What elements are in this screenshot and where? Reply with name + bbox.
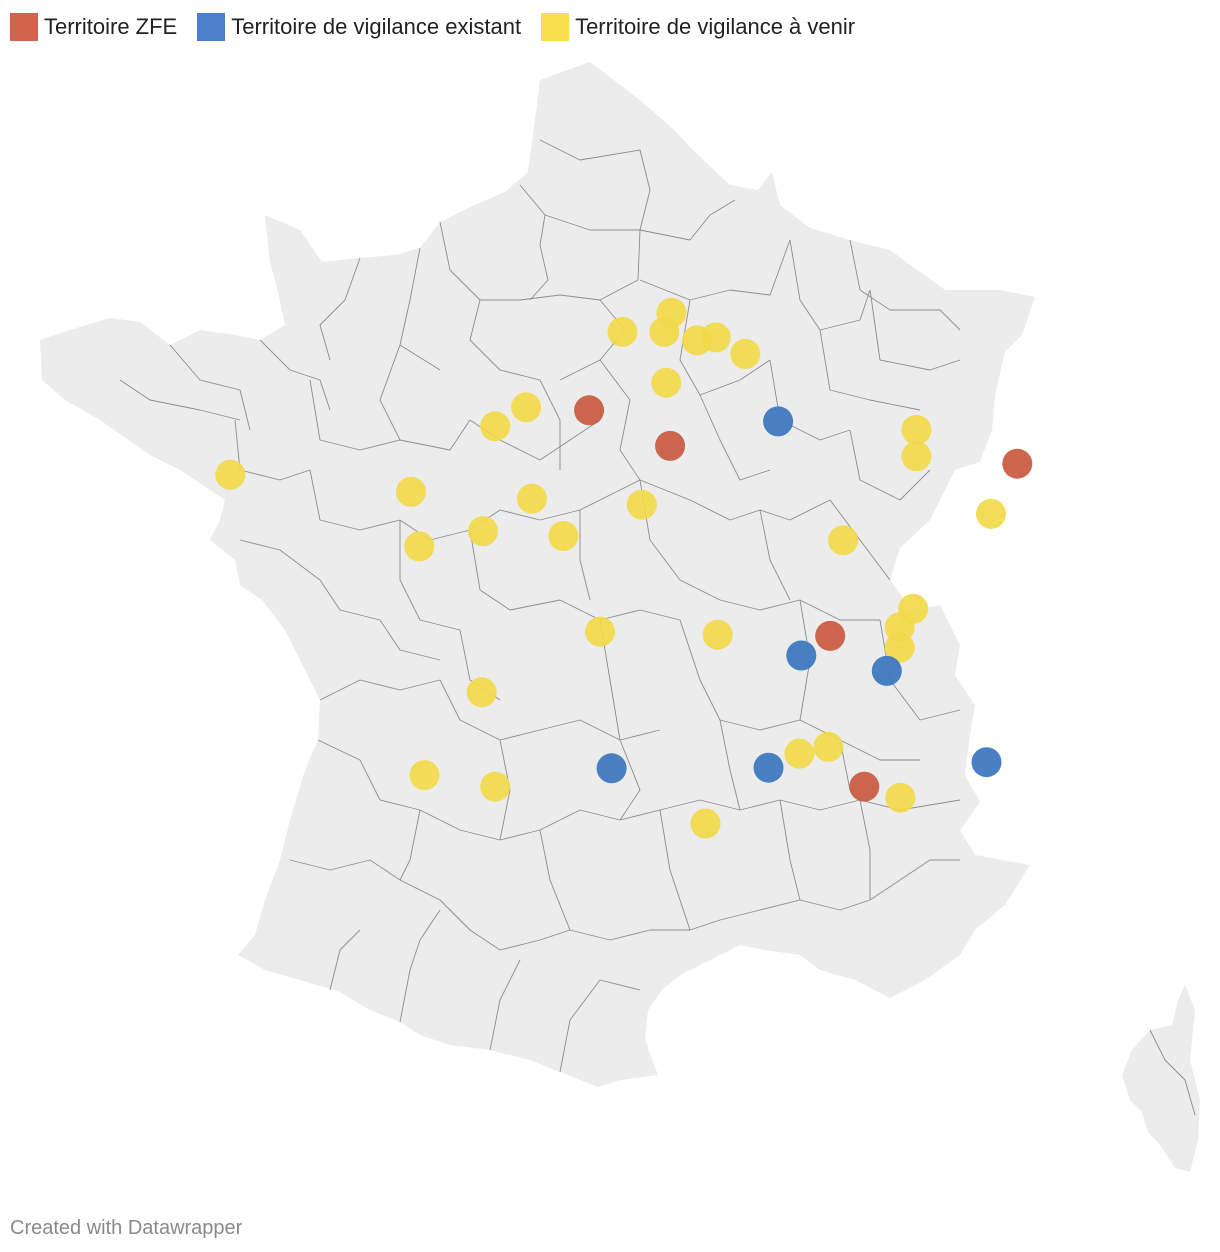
marker-avenir[interactable] xyxy=(511,392,542,423)
marker-avenir[interactable] xyxy=(215,459,246,490)
marker-existant[interactable] xyxy=(786,640,817,671)
legend-item-avenir: Territoire de vigilance à venir xyxy=(541,13,855,41)
marker-existant[interactable] xyxy=(763,406,794,437)
marker-avenir[interactable] xyxy=(649,316,680,347)
marker-zfe[interactable] xyxy=(574,395,605,426)
marker-zfe[interactable] xyxy=(815,620,846,651)
legend-swatch-zfe xyxy=(10,13,38,41)
marker-avenir[interactable] xyxy=(626,489,657,520)
marker-existant[interactable] xyxy=(871,655,902,686)
mainland-france-shape xyxy=(40,62,1035,1087)
corsica-shape xyxy=(1122,985,1200,1172)
legend-label-zfe: Territoire ZFE xyxy=(44,14,178,39)
marker-existant[interactable] xyxy=(753,752,784,783)
footer-credit: Created with Datawrapper xyxy=(10,1217,243,1239)
legend-label-avenir: Territoire de vigilance à venir xyxy=(575,14,856,39)
marker-avenir[interactable] xyxy=(409,760,440,791)
marker-zfe[interactable] xyxy=(1002,448,1033,479)
land-layer xyxy=(40,62,1200,1172)
marker-avenir[interactable] xyxy=(784,738,815,769)
legend-item-zfe: Territoire ZFE xyxy=(10,13,177,41)
marker-avenir[interactable] xyxy=(901,414,932,445)
legend-swatch-existant xyxy=(197,13,226,41)
marker-zfe[interactable] xyxy=(849,771,880,802)
marker-avenir[interactable] xyxy=(976,498,1006,529)
marker-avenir[interactable] xyxy=(516,483,547,514)
marker-avenir[interactable] xyxy=(730,338,761,369)
marker-existant[interactable] xyxy=(971,747,1002,778)
marker-avenir[interactable] xyxy=(700,322,731,353)
marker-avenir[interactable] xyxy=(585,616,615,647)
marker-avenir[interactable] xyxy=(396,476,426,507)
marker-avenir[interactable] xyxy=(548,521,579,551)
legend-item-existant: Territoire de vigilance existant xyxy=(197,13,521,41)
marker-avenir[interactable] xyxy=(466,677,497,708)
marker-avenir[interactable] xyxy=(651,367,682,398)
marker-existant[interactable] xyxy=(596,753,627,784)
marker-avenir[interactable] xyxy=(607,316,638,347)
marker-avenir[interactable] xyxy=(480,411,511,442)
marker-avenir[interactable] xyxy=(690,808,721,839)
markers-layer xyxy=(215,297,1033,839)
marker-avenir[interactable] xyxy=(813,731,844,762)
marker-avenir[interactable] xyxy=(702,619,733,650)
marker-avenir[interactable] xyxy=(884,632,915,663)
legend-swatch-avenir xyxy=(541,13,570,41)
marker-avenir[interactable] xyxy=(885,782,916,813)
marker-avenir[interactable] xyxy=(480,771,511,802)
legend-label-existant: Territoire de vigilance existant xyxy=(231,14,522,39)
marker-avenir[interactable] xyxy=(828,525,859,556)
marker-avenir[interactable] xyxy=(468,516,498,547)
marker-avenir[interactable] xyxy=(901,441,932,472)
department-borders xyxy=(119,139,1196,1116)
marker-avenir[interactable] xyxy=(404,531,435,562)
legend: Territoire ZFE Territoire de vigilance e… xyxy=(10,10,875,44)
marker-zfe[interactable] xyxy=(655,430,686,461)
